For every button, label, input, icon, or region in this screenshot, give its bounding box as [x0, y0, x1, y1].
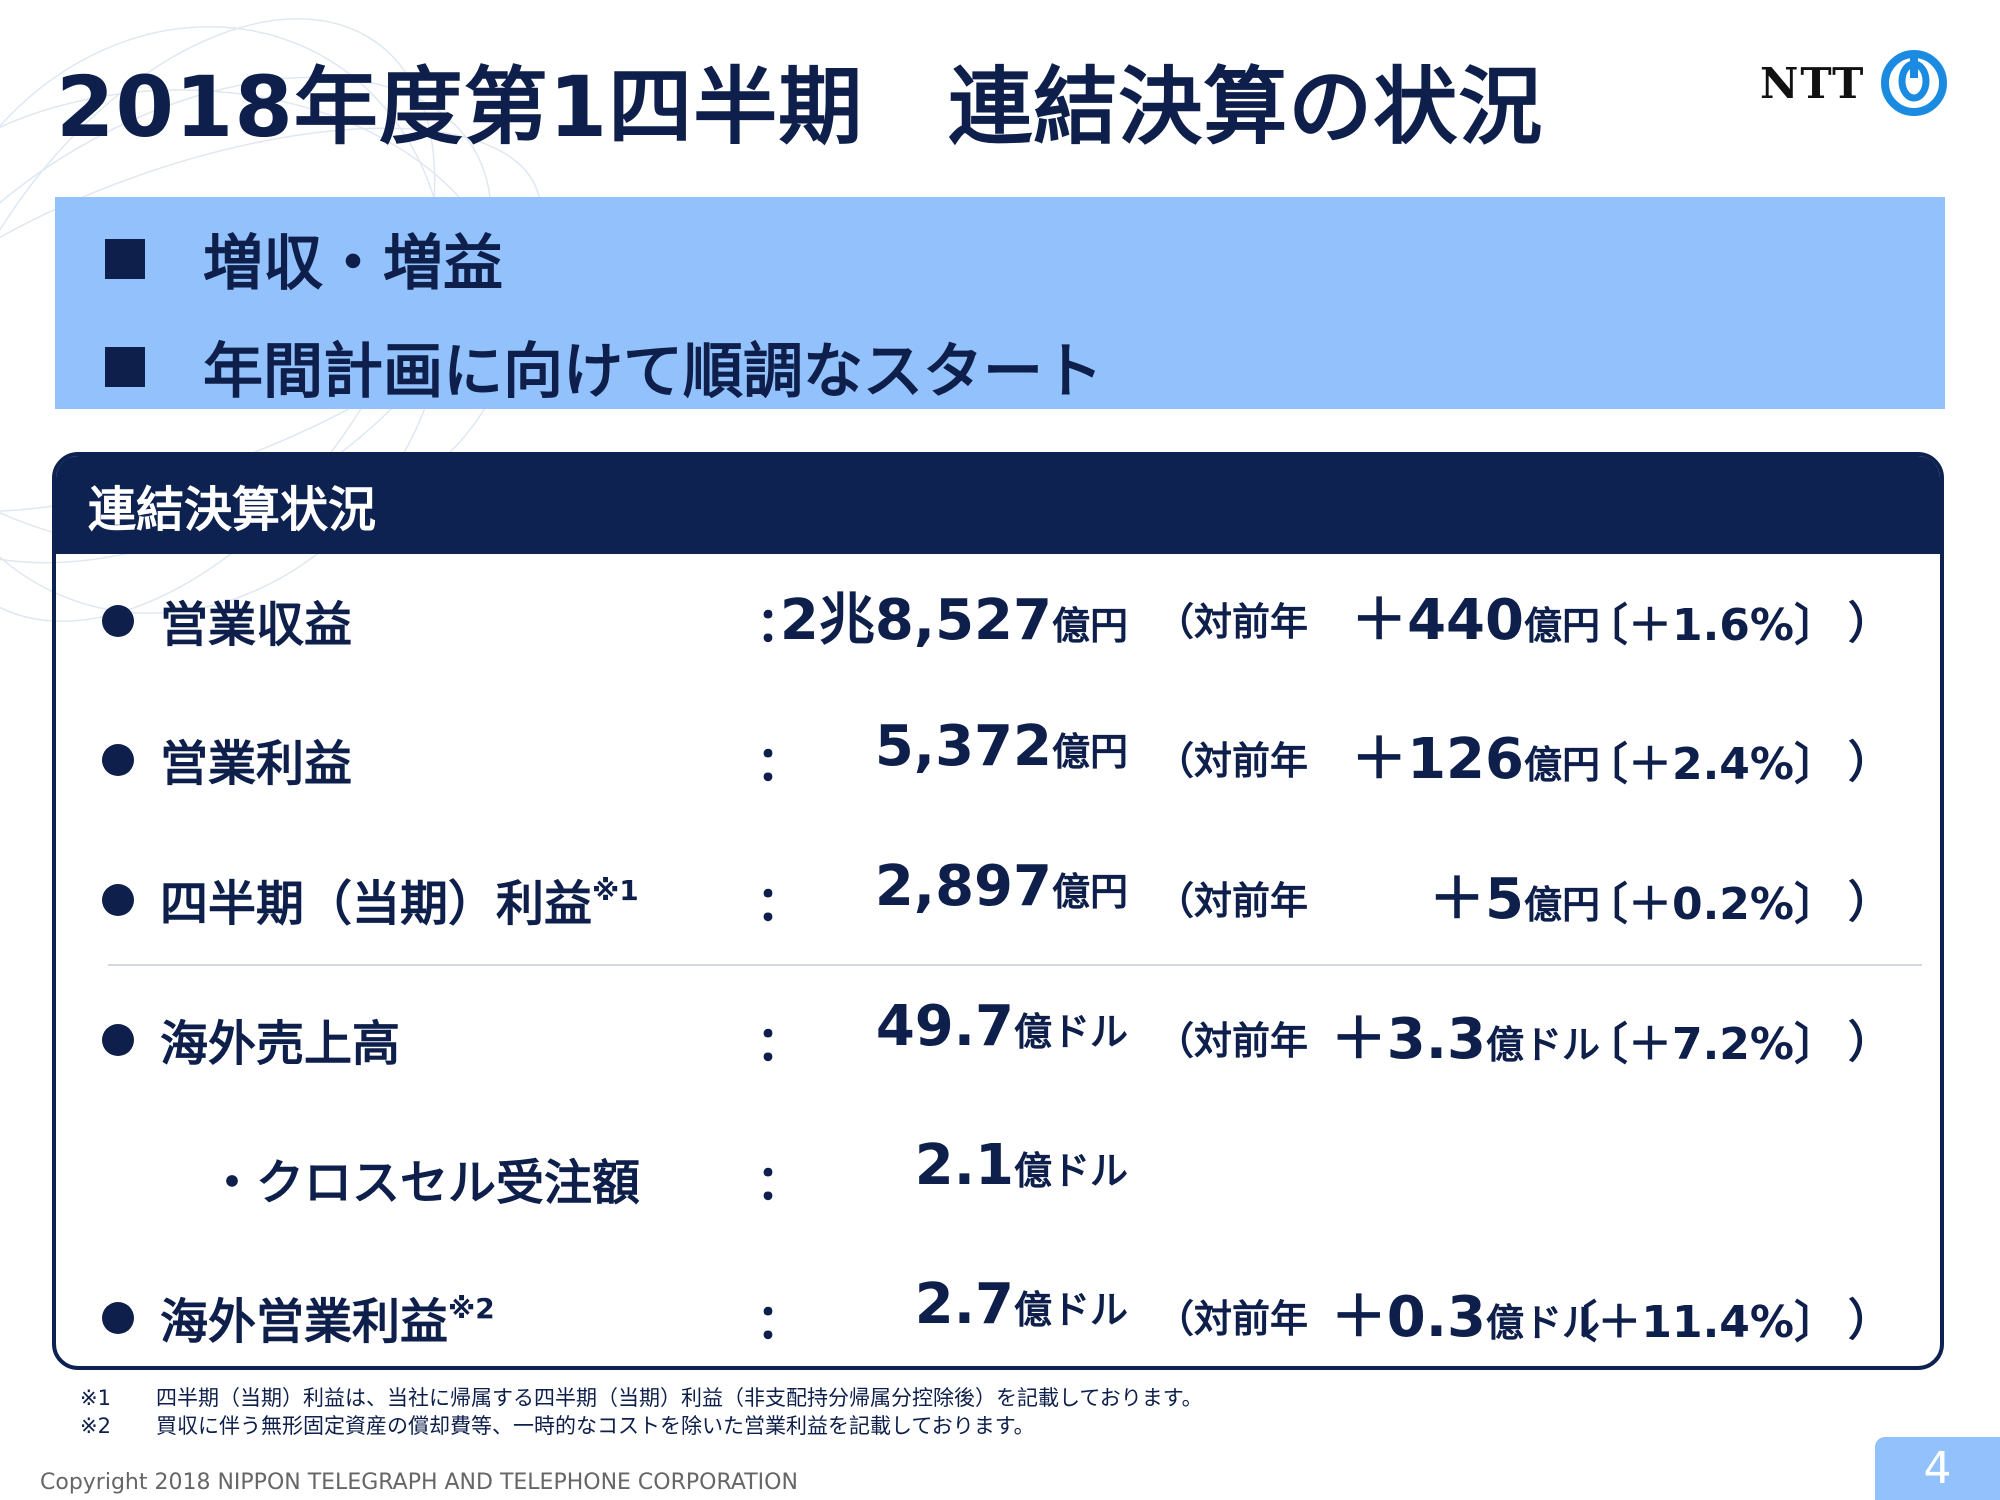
highlight-item: 増収・増益 — [105, 215, 503, 302]
row-value: 2.1億ドル — [915, 1133, 1128, 1198]
bullet-dot-icon — [102, 605, 134, 637]
ntt-logo-icon — [1881, 50, 1948, 116]
row-label: 海外営業利益※2 — [160, 1282, 495, 1352]
row-paren-close: ） — [1848, 598, 1892, 649]
footnote-mark: ※2 — [448, 1292, 495, 1325]
row-delta: ＋440億円 — [1351, 575, 1600, 656]
value-number: 49.7 — [875, 994, 1014, 1059]
row-delta: ＋126億円 — [1351, 714, 1600, 795]
consolidated-results-panel: 連結決算状況 営業収益 ： 2兆8,527億円 （対前年 ＋440億円 〔＋1.… — [52, 452, 1944, 1370]
row-paren-close: ） — [1848, 737, 1892, 788]
value-number: 2兆8,527 — [779, 588, 1052, 653]
delta-number: ＋440 — [1351, 588, 1524, 653]
yoy-label: （対前年 — [1156, 600, 1309, 644]
footnotes: ※1 四半期（当期）利益は、当社に帰属する四半期（当期）利益（非支配持分帰属分控… — [80, 1384, 1203, 1440]
delta-number: ＋5 — [1429, 867, 1524, 932]
row-paren-close: ） — [1848, 1295, 1892, 1346]
row-colon: ： — [756, 1016, 805, 1072]
delta-number: ＋126 — [1351, 727, 1524, 792]
delta-unit: 億ドル — [1485, 1301, 1600, 1345]
row-value: 5,372億円 — [875, 714, 1128, 779]
row-value: 2.7億ドル — [915, 1272, 1128, 1337]
yoy-label: （対前年 — [1156, 1297, 1309, 1341]
highlight-box: 増収・増益 年間計画に向けて順調なスタート — [55, 197, 1945, 409]
row-paren-close: ） — [1848, 1017, 1892, 1068]
result-row-cross-sell: ・クロスセル受注額 ： 2.1億ドル — [56, 1133, 1940, 1219]
row-value: 2,897億円 — [875, 854, 1128, 919]
footnote-mark: ※1 — [592, 874, 639, 907]
delta-unit: 億円 — [1523, 604, 1600, 648]
yoy-label: （対前年 — [1156, 1019, 1309, 1063]
bullet-dot-icon — [102, 884, 134, 916]
bullet-dot-icon — [102, 1302, 134, 1334]
highlight-item: 年間計画に向けて順調なスタート — [105, 323, 1103, 410]
row-percent: 〔＋2.4%〕 — [1583, 739, 1838, 790]
page-number: 4 — [1875, 1437, 2000, 1500]
value-unit: 億ドル — [1013, 1010, 1128, 1054]
value-unit: 億円 — [1051, 870, 1128, 914]
row-divider — [108, 964, 1922, 966]
delta-unit: 億円 — [1523, 743, 1600, 787]
delta-number: ＋3.3 — [1330, 1007, 1486, 1072]
row-value: 49.7億ドル — [876, 994, 1128, 1059]
footnote-mark: ※2 — [80, 1414, 111, 1438]
row-label: ・クロスセル受注額 — [208, 1155, 641, 1211]
delta-unit: 億円 — [1523, 883, 1600, 927]
value-unit: 億ドル — [1013, 1288, 1128, 1332]
page-title: 2018年度第1四半期 連結決算の状況 — [56, 58, 1544, 156]
delta-number: ＋0.3 — [1330, 1285, 1486, 1350]
copyright: Copyright 2018 NIPPON TELEGRAPH AND TELE… — [40, 1470, 798, 1495]
yoy-label: （対前年 — [1156, 739, 1309, 783]
bullet-dot-icon — [102, 1024, 134, 1056]
row-delta: ＋0.3億ドル — [1331, 1272, 1600, 1353]
label-text: 海外営業利益 — [160, 1294, 449, 1350]
row-label: 営業収益 — [160, 597, 353, 653]
highlight-text: 年間計画に向けて順調なスタート — [203, 337, 1103, 407]
value-unit: 億円 — [1051, 604, 1128, 648]
row-label: 四半期（当期）利益※1 — [160, 864, 639, 934]
value-number: 2.7 — [914, 1272, 1014, 1337]
yoy-label: （対前年 — [1156, 879, 1309, 923]
label-text: 四半期（当期）利益 — [160, 876, 593, 932]
value-number: 2.1 — [914, 1133, 1014, 1198]
footnote-mark: ※1 — [80, 1386, 111, 1410]
row-colon: ： — [756, 736, 805, 792]
row-percent: 〔＋11.4%〕 — [1553, 1297, 1838, 1348]
row-label: 海外売上高 — [160, 1016, 401, 1072]
result-row-overseas-operating-income: 海外営業利益※2 ： 2.7億ドル （対前年 ＋0.3億ドル 〔＋11.4%〕 … — [56, 1272, 1940, 1358]
row-paren-close: ） — [1848, 877, 1892, 928]
logo-text: NTT — [1760, 58, 1866, 108]
row-delta: ＋5億円 — [1429, 854, 1600, 935]
result-row-operating-revenue: 営業収益 ： 2兆8,527億円 （対前年 ＋440億円 〔＋1.6%〕 ） — [56, 581, 1940, 661]
bullet-dot-icon — [102, 744, 134, 776]
row-percent: 〔＋1.6%〕 — [1583, 600, 1838, 651]
row-percent: 〔＋0.2%〕 — [1583, 879, 1838, 930]
result-row-overseas-sales: 海外売上高 ： 49.7億ドル （対前年 ＋3.3億ドル 〔＋7.2%〕 ） — [56, 994, 1940, 1080]
row-percent: 〔＋7.2%〕 — [1583, 1019, 1838, 1070]
row-label: 営業利益 — [160, 736, 353, 792]
row-value: 2兆8,527億円 — [780, 575, 1128, 656]
result-row-operating-income: 営業利益 ： 5,372億円 （対前年 ＋126億円 〔＋2.4%〕 ） — [56, 714, 1940, 800]
highlight-text: 増収・増益 — [203, 229, 503, 299]
result-row-quarterly-profit: 四半期（当期）利益※1 ： 2,897億円 （対前年 ＋5億円 〔＋0.2%〕 … — [56, 854, 1940, 940]
row-colon: ： — [756, 876, 805, 932]
square-bullet-icon — [105, 238, 145, 279]
delta-unit: 億ドル — [1485, 1023, 1600, 1067]
footnote: ※1 四半期（当期）利益は、当社に帰属する四半期（当期）利益（非支配持分帰属分控… — [80, 1384, 1203, 1412]
footnote-text: 四半期（当期）利益は、当社に帰属する四半期（当期）利益（非支配持分帰属分控除後）… — [156, 1386, 1203, 1410]
row-colon: ： — [756, 1294, 805, 1350]
row-colon: ： — [756, 1155, 805, 1211]
footnote: ※2 買収に伴う無形固定資産の償却費等、一時的なコストを除いた営業利益を記載して… — [80, 1412, 1203, 1440]
ntt-logo: NTT — [1760, 48, 1949, 118]
value-unit: 億ドル — [1013, 1149, 1128, 1193]
square-bullet-icon — [105, 346, 145, 387]
footnote-text: 買収に伴う無形固定資産の償却費等、一時的なコストを除いた営業利益を記載しておりま… — [156, 1414, 1035, 1438]
row-delta: ＋3.3億ドル — [1331, 994, 1600, 1075]
value-number: 5,372 — [874, 714, 1052, 779]
panel-header: 連結決算状況 — [56, 456, 1940, 554]
value-number: 2,897 — [874, 854, 1052, 919]
value-unit: 億円 — [1051, 730, 1128, 774]
row-colon: ： — [756, 597, 805, 653]
